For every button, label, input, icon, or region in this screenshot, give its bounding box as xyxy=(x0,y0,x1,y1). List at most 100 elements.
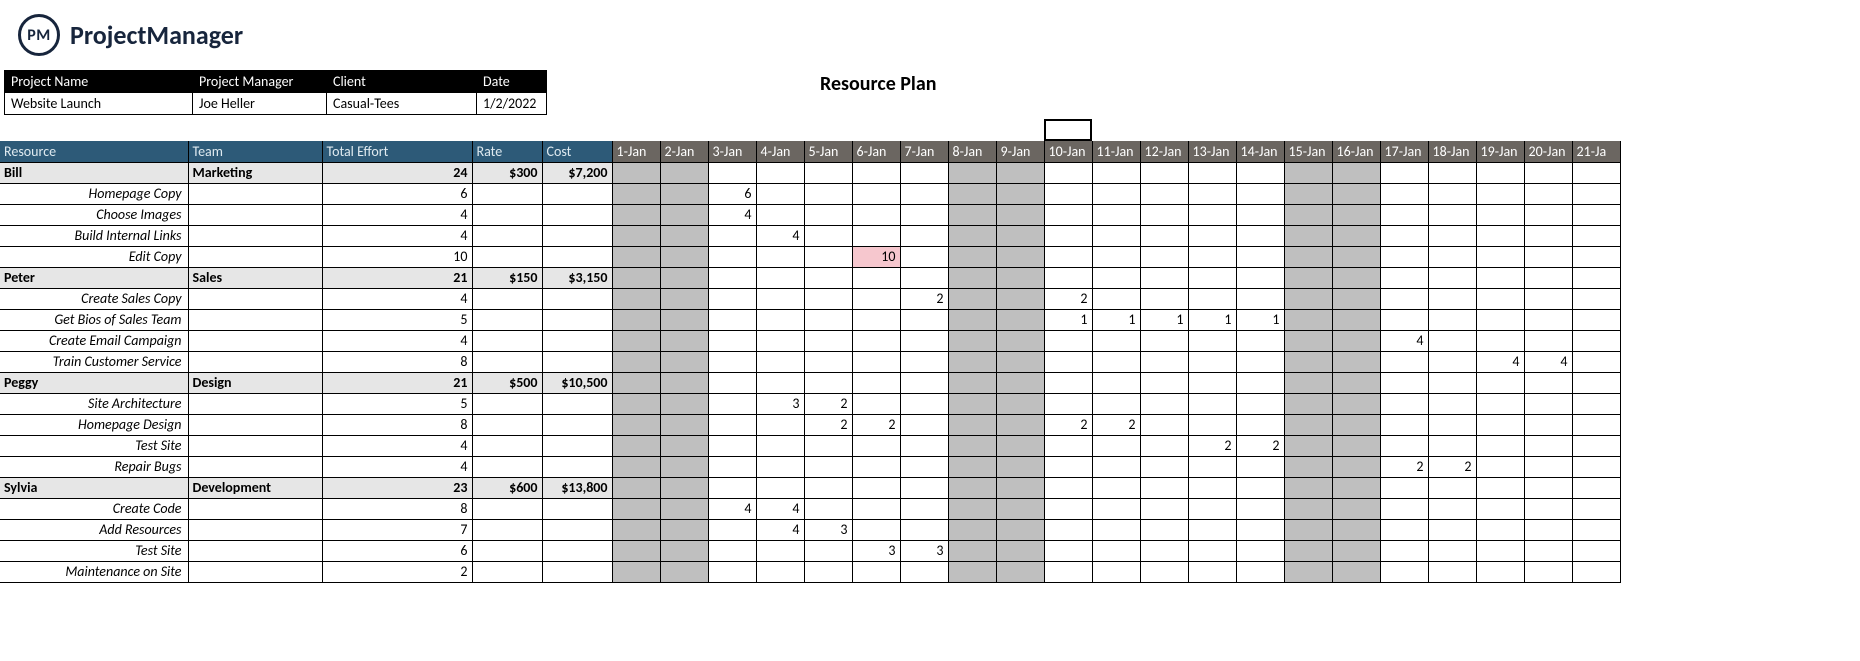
day-cell[interactable] xyxy=(900,477,948,498)
day-cell[interactable] xyxy=(1092,183,1140,204)
resource-name-cell[interactable]: Peter xyxy=(0,267,188,288)
day-cell[interactable] xyxy=(612,561,660,582)
day-cell[interactable] xyxy=(1044,393,1092,414)
day-cell[interactable] xyxy=(804,162,852,183)
day-cell[interactable] xyxy=(1284,246,1332,267)
task-rate-cell[interactable] xyxy=(472,183,542,204)
day-cell[interactable] xyxy=(852,288,900,309)
day-cell[interactable] xyxy=(660,456,708,477)
day-cell[interactable] xyxy=(1332,204,1380,225)
day-cell[interactable] xyxy=(1188,393,1236,414)
day-cell[interactable] xyxy=(756,540,804,561)
day-cell[interactable] xyxy=(708,561,756,582)
day-cell[interactable] xyxy=(1284,183,1332,204)
day-cell[interactable] xyxy=(1332,267,1380,288)
day-cell[interactable] xyxy=(1332,225,1380,246)
day-cell[interactable] xyxy=(1428,162,1476,183)
day-cell[interactable] xyxy=(612,246,660,267)
day-cell[interactable] xyxy=(1572,225,1620,246)
day-cell[interactable] xyxy=(1188,477,1236,498)
day-cell[interactable] xyxy=(1092,456,1140,477)
day-cell[interactable] xyxy=(1476,498,1524,519)
day-cell[interactable] xyxy=(1092,435,1140,456)
team-cell[interactable]: Sales xyxy=(188,267,322,288)
day-cell[interactable] xyxy=(1332,162,1380,183)
info-value-project-manager[interactable]: Joe Heller xyxy=(193,93,327,115)
day-cell[interactable] xyxy=(948,204,996,225)
day-cell[interactable] xyxy=(1236,330,1284,351)
day-cell[interactable] xyxy=(1428,183,1476,204)
task-team-cell[interactable] xyxy=(188,561,322,582)
day-cell[interactable] xyxy=(804,246,852,267)
day-cell[interactable] xyxy=(804,561,852,582)
day-cell[interactable] xyxy=(1284,204,1332,225)
day-cell[interactable] xyxy=(1332,246,1380,267)
col-header-team[interactable]: Team xyxy=(188,141,322,162)
day-cell[interactable] xyxy=(1380,540,1428,561)
day-cell[interactable] xyxy=(804,330,852,351)
day-cell[interactable] xyxy=(612,162,660,183)
day-cell[interactable] xyxy=(1428,267,1476,288)
day-cell[interactable] xyxy=(1092,498,1140,519)
day-cell[interactable] xyxy=(1188,330,1236,351)
day-cell[interactable] xyxy=(1140,477,1188,498)
day-cell[interactable] xyxy=(948,456,996,477)
col-header-rate[interactable]: Rate xyxy=(472,141,542,162)
day-cell[interactable] xyxy=(1236,519,1284,540)
day-cell[interactable] xyxy=(1236,204,1284,225)
day-cell[interactable] xyxy=(1524,393,1572,414)
resource-group-row[interactable]: PeggyDesign21$500$10,500 xyxy=(0,372,1620,393)
day-cell[interactable] xyxy=(756,351,804,372)
day-cell[interactable] xyxy=(1380,393,1428,414)
task-effort-cell[interactable]: 4 xyxy=(322,435,472,456)
day-cell[interactable]: 3 xyxy=(900,540,948,561)
day-cell[interactable]: 2 xyxy=(1380,456,1428,477)
day-cell[interactable]: 4 xyxy=(756,519,804,540)
day-cell[interactable] xyxy=(1236,561,1284,582)
day-cell[interactable]: 2 xyxy=(804,414,852,435)
date-header[interactable]: 4-Jan xyxy=(756,141,804,162)
task-effort-cell[interactable]: 6 xyxy=(322,183,472,204)
day-cell[interactable] xyxy=(948,561,996,582)
day-cell[interactable] xyxy=(660,561,708,582)
task-name-cell[interactable]: Maintenance on Site xyxy=(0,561,188,582)
day-cell[interactable] xyxy=(1236,267,1284,288)
day-cell[interactable] xyxy=(900,393,948,414)
day-cell[interactable] xyxy=(852,435,900,456)
day-cell[interactable] xyxy=(1524,456,1572,477)
task-name-cell[interactable]: Homepage Copy xyxy=(0,183,188,204)
day-cell[interactable] xyxy=(996,351,1044,372)
task-effort-cell[interactable]: 7 xyxy=(322,519,472,540)
task-rate-cell[interactable] xyxy=(472,246,542,267)
task-cost-cell[interactable] xyxy=(542,456,612,477)
day-cell[interactable] xyxy=(804,204,852,225)
day-cell[interactable] xyxy=(1380,204,1428,225)
cost-cell[interactable]: $3,150 xyxy=(542,267,612,288)
task-team-cell[interactable] xyxy=(188,519,322,540)
cost-cell[interactable]: $10,500 xyxy=(542,372,612,393)
day-cell[interactable] xyxy=(1428,477,1476,498)
date-header[interactable]: 17-Jan xyxy=(1380,141,1428,162)
day-cell[interactable] xyxy=(1572,351,1620,372)
day-cell[interactable] xyxy=(1476,435,1524,456)
day-cell[interactable] xyxy=(1572,456,1620,477)
day-cell[interactable] xyxy=(1572,330,1620,351)
day-cell[interactable] xyxy=(1572,267,1620,288)
day-cell[interactable] xyxy=(1044,435,1092,456)
info-value-project-name[interactable]: Website Launch xyxy=(5,93,193,115)
day-cell[interactable] xyxy=(1044,561,1092,582)
day-cell[interactable] xyxy=(1236,372,1284,393)
day-cell[interactable] xyxy=(612,393,660,414)
day-cell[interactable] xyxy=(996,414,1044,435)
day-cell[interactable] xyxy=(1188,519,1236,540)
day-cell[interactable]: 4 xyxy=(1380,330,1428,351)
day-cell[interactable] xyxy=(708,246,756,267)
task-cost-cell[interactable] xyxy=(542,309,612,330)
day-cell[interactable]: 1 xyxy=(1236,309,1284,330)
day-cell[interactable] xyxy=(948,225,996,246)
day-cell[interactable] xyxy=(1476,162,1524,183)
task-cost-cell[interactable] xyxy=(542,561,612,582)
task-row[interactable]: Edit Copy1010 xyxy=(0,246,1620,267)
team-cell[interactable]: Marketing xyxy=(188,162,322,183)
day-cell[interactable] xyxy=(708,414,756,435)
